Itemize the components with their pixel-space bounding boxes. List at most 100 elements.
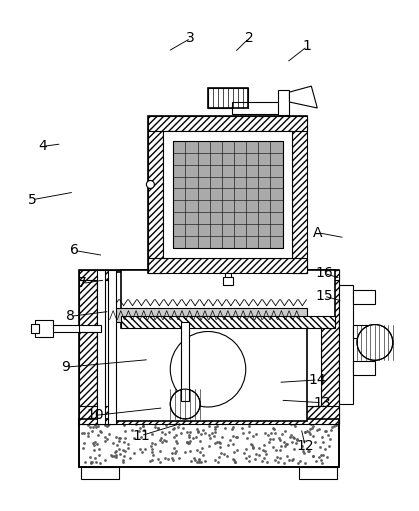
Point [325, 431, 331, 439]
Point [216, 443, 223, 451]
Point [319, 433, 326, 441]
Circle shape [170, 332, 246, 407]
Point [198, 457, 204, 466]
Point [225, 442, 231, 450]
Point [207, 434, 214, 442]
Point [199, 426, 206, 434]
Point [265, 430, 272, 438]
Point [91, 440, 97, 449]
Bar [277, 90, 290, 115]
Point [131, 434, 138, 442]
Bar [148, 116, 308, 273]
Point [248, 440, 255, 449]
Point [152, 420, 158, 428]
Point [220, 450, 227, 458]
Point [218, 433, 225, 442]
Point [277, 446, 284, 454]
Bar [353, 290, 375, 304]
Point [310, 423, 316, 431]
Point [296, 457, 303, 465]
Point [301, 459, 308, 468]
Point [186, 428, 193, 436]
Bar [109, 272, 308, 421]
Bar [97, 280, 321, 406]
Point [269, 424, 276, 432]
Point [272, 429, 279, 437]
Text: 4: 4 [39, 140, 47, 153]
Bar [79, 419, 339, 467]
Point [270, 425, 277, 433]
Point [216, 453, 222, 461]
Point [230, 449, 237, 457]
Text: 16: 16 [315, 266, 333, 280]
Point [229, 425, 235, 433]
Bar [208, 88, 248, 108]
Point [230, 455, 237, 463]
Point [248, 439, 254, 448]
Point [221, 424, 228, 432]
Point [246, 428, 253, 436]
Point [262, 450, 269, 458]
Point [113, 447, 119, 455]
Point [206, 431, 212, 439]
Point [310, 452, 316, 460]
Point [185, 431, 192, 439]
Point [281, 438, 288, 446]
Point [149, 448, 156, 456]
Point [306, 425, 313, 433]
Point [292, 439, 299, 447]
Point [92, 421, 98, 429]
Point [173, 431, 179, 439]
Point [238, 424, 245, 432]
Bar [223, 277, 233, 285]
Point [199, 444, 205, 452]
Point [230, 423, 237, 431]
Point [230, 439, 236, 448]
Bar [163, 131, 292, 258]
Point [105, 421, 112, 429]
Point [149, 438, 155, 447]
Point [291, 434, 297, 442]
Point [119, 446, 126, 454]
Point [206, 442, 213, 450]
Point [121, 447, 128, 455]
Point [289, 456, 295, 464]
Point [159, 438, 166, 446]
Point [133, 418, 140, 426]
Bar [232, 102, 282, 114]
Point [152, 440, 158, 448]
Point [331, 422, 338, 430]
Point [108, 451, 115, 459]
Text: A: A [313, 226, 323, 240]
Point [184, 437, 191, 446]
Point [293, 435, 300, 443]
Bar [109, 308, 308, 321]
Point [211, 423, 218, 431]
Point [324, 453, 331, 461]
Point [305, 447, 311, 455]
Point [299, 442, 305, 450]
Point [191, 454, 197, 462]
Point [249, 444, 256, 452]
Point [268, 418, 274, 426]
Bar [181, 321, 189, 401]
Text: 2: 2 [245, 31, 253, 45]
Point [196, 448, 203, 456]
Point [137, 424, 144, 432]
Point [162, 454, 168, 462]
Point [229, 432, 236, 440]
Point [169, 456, 176, 464]
Point [116, 445, 123, 453]
Point [256, 445, 262, 453]
Point [124, 440, 131, 449]
Point [310, 432, 316, 440]
Point [318, 456, 325, 464]
Point [306, 430, 313, 438]
Bar [121, 270, 335, 328]
Point [241, 449, 247, 457]
Point [238, 418, 245, 426]
Point [85, 432, 91, 440]
Point [150, 451, 157, 459]
Point [195, 427, 202, 435]
Point [86, 423, 93, 431]
